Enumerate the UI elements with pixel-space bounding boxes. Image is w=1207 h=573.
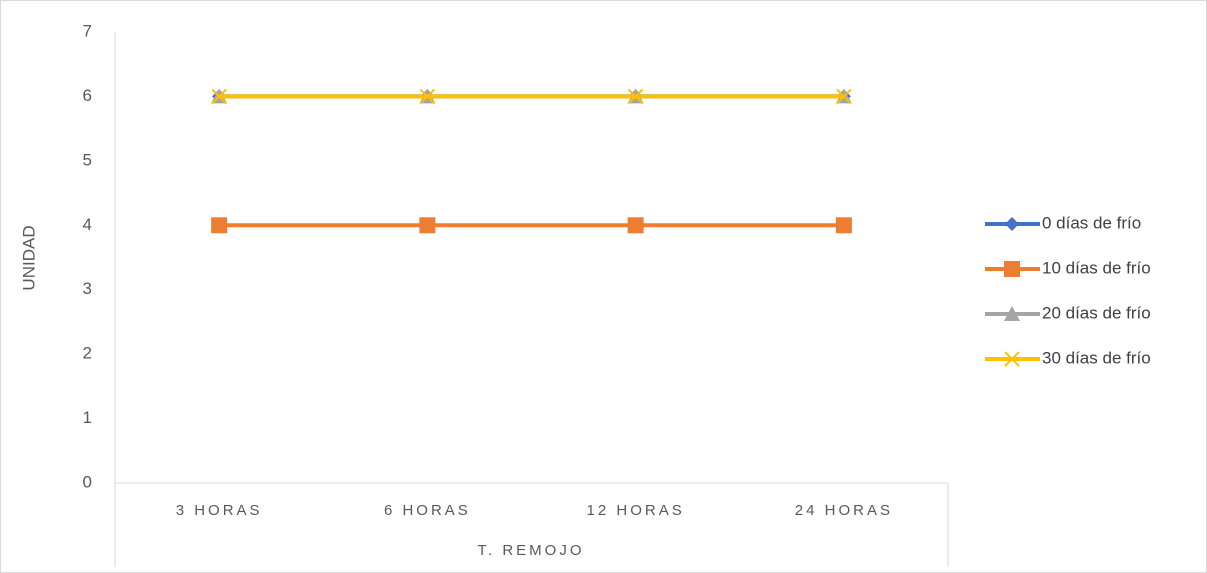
marker — [836, 88, 852, 105]
y-tick-label: 5 — [83, 150, 92, 169]
marker — [627, 217, 644, 234]
legend-marker — [1005, 217, 1019, 231]
marker — [211, 217, 228, 234]
legend-label: 30 días de frío — [1042, 348, 1151, 367]
legend-marker — [1004, 306, 1020, 321]
y-tick-label: 3 — [83, 279, 92, 298]
marker — [419, 217, 436, 234]
y-axis-title: UNIDAD — [19, 225, 38, 290]
marker — [419, 88, 436, 105]
legend-label: 0 días de frío — [1042, 213, 1141, 232]
legend-label: 20 días de frío — [1042, 303, 1151, 322]
marker — [211, 88, 227, 105]
y-tick-label: 7 — [83, 21, 92, 40]
x-tick-label: 12 HORAS — [587, 502, 685, 519]
y-tick-label: 4 — [83, 215, 92, 234]
legend-marker — [1004, 261, 1020, 277]
legend-marker — [1004, 351, 1020, 367]
y-tick-label: 6 — [83, 86, 92, 105]
x-tick-label: 24 HORAS — [795, 502, 893, 519]
marker — [835, 217, 852, 234]
y-tick-label: 2 — [83, 344, 92, 363]
x-tick-label: 3 HORAS — [176, 502, 263, 519]
legend-label: 10 días de frío — [1042, 258, 1151, 277]
x-tick-label: 6 HORAS — [384, 502, 471, 519]
x-axis-title: T. REMOJO — [477, 542, 584, 559]
marker — [627, 88, 644, 105]
y-tick-label: 0 — [83, 472, 92, 491]
y-tick-label: 1 — [83, 408, 92, 427]
